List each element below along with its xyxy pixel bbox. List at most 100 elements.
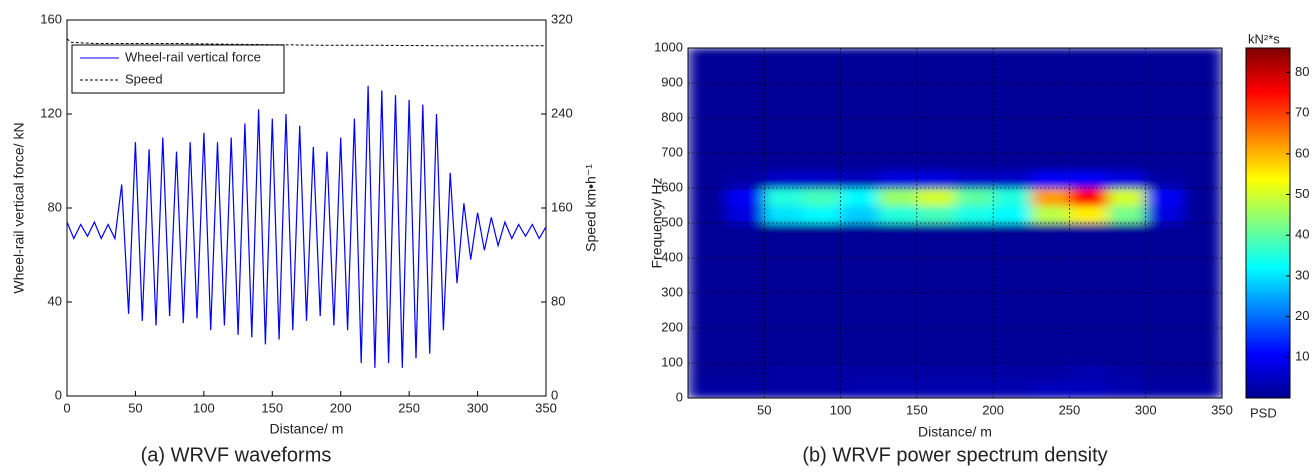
heatmap-cell <box>1183 170 1222 189</box>
x-tick-label: 250 <box>398 400 420 415</box>
heatmap-cell <box>955 188 994 206</box>
heatmap-cell <box>1031 205 1070 224</box>
heatmap-cell <box>1031 48 1070 66</box>
heatmap-cell <box>916 170 956 189</box>
heatmap-cell <box>726 205 765 224</box>
heatmap-cell <box>802 258 842 276</box>
heatmap-cell <box>1069 240 1109 259</box>
heatmap-cell <box>840 293 880 311</box>
heatmap-cell <box>764 275 803 294</box>
y2-tick-label: 320 <box>551 11 573 26</box>
heatmap-cell <box>802 293 842 311</box>
heatmap-cell <box>1031 170 1070 189</box>
heatmap-cell <box>1183 135 1222 154</box>
heatmap-cell <box>726 275 765 294</box>
heatmap-cell <box>802 380 842 398</box>
colorbar-tick-label: 10 <box>1295 349 1309 364</box>
heatmap-cell <box>764 135 803 154</box>
heatmap-cell <box>1107 293 1147 311</box>
heatmap-cell <box>1145 345 1185 364</box>
heatmap-cell <box>993 328 1032 346</box>
heatmap-cell <box>878 205 918 224</box>
heatmap-cell <box>955 328 994 346</box>
heatmap-cell <box>802 240 842 259</box>
heatmap-cell <box>878 275 918 294</box>
heatmap-cell <box>1183 363 1222 381</box>
colorbar-tick-label: 60 <box>1295 145 1309 160</box>
heatmap-cell <box>993 100 1032 119</box>
heatmap-cell <box>993 83 1032 101</box>
heatmap-cell <box>840 100 880 119</box>
heatmap-cell <box>840 223 880 241</box>
heatmap-cell <box>878 188 918 206</box>
colorbar-tick-label: 80 <box>1295 64 1309 79</box>
heatmap-cell <box>726 380 765 398</box>
heatmap-cell <box>878 328 918 346</box>
heatmap-cell <box>764 65 803 84</box>
heatmap-cell <box>1031 310 1070 329</box>
heatmap-cell <box>878 118 918 136</box>
heatmap-cell <box>878 345 918 364</box>
heatmap-cell <box>916 65 956 84</box>
heatmap-cell <box>1107 118 1147 136</box>
heatmap-cell <box>1031 380 1070 398</box>
heatmap-cell <box>840 205 880 224</box>
heatmap-cell <box>993 275 1032 294</box>
heatmap-cell <box>1031 118 1070 136</box>
heatmap-cell <box>916 293 956 311</box>
heatmap-cell <box>1107 205 1147 224</box>
heatmap-cell <box>1183 223 1222 241</box>
heatmap-cell <box>993 223 1032 241</box>
heatmap-cell <box>1107 363 1147 381</box>
heatmap-cell <box>764 258 803 276</box>
x-tick-label: 50 <box>757 402 771 417</box>
heatmap-cell <box>1145 293 1185 311</box>
heatmap-cell <box>1069 310 1109 329</box>
heatmap-cell <box>993 65 1032 84</box>
heatmap-cell <box>1069 65 1109 84</box>
heatmap-cell <box>916 345 956 364</box>
heatmap-cell <box>993 48 1032 66</box>
heatmap-cell <box>955 240 994 259</box>
heatmap-cell <box>1107 345 1147 364</box>
heatmap-cell <box>993 258 1032 276</box>
heatmap-cell <box>688 310 727 329</box>
heatmap-cell <box>688 153 727 171</box>
colorbar-title: kN²*s <box>1248 31 1280 46</box>
y-tick-label: 200 <box>661 319 683 334</box>
heatmap-cell <box>726 48 765 66</box>
heatmap <box>688 48 1222 398</box>
x-tick-label: 350 <box>1211 402 1233 417</box>
x-tick-label: 300 <box>467 400 489 415</box>
heatmap-cell <box>1183 153 1222 171</box>
heatmap-cell <box>1107 188 1147 206</box>
heatmap-cell <box>916 258 956 276</box>
y-tick-label: 0 <box>55 387 62 402</box>
y-tick-label: 0 <box>676 389 683 404</box>
heatmap-cell <box>802 100 842 119</box>
heatmap-cell <box>688 65 727 84</box>
heatmap-cell <box>688 48 727 66</box>
heatmap-cell <box>993 205 1032 224</box>
heatmap-cell <box>878 258 918 276</box>
heatmap-cell <box>688 100 727 119</box>
heatmap-cell <box>916 135 956 154</box>
heatmap-cell <box>726 118 765 136</box>
heatmap-cell <box>1183 205 1222 224</box>
heatmap-cell <box>764 223 803 241</box>
heatmap-cell <box>802 345 842 364</box>
y2-tick-label: 240 <box>551 105 573 120</box>
heatmap-cell <box>916 100 956 119</box>
heatmap-cell <box>840 153 880 171</box>
legend-label: Wheel-rail vertical force <box>125 49 261 64</box>
y2-tick-label: 0 <box>551 387 558 402</box>
heatmap-cell <box>878 65 918 84</box>
x-tick-label: 50 <box>128 400 142 415</box>
heatmap-cell <box>1069 293 1109 311</box>
heatmap-cell <box>1145 363 1185 381</box>
heatmap-cell <box>764 153 803 171</box>
heatmap-cell <box>840 328 880 346</box>
heatmap-cell <box>688 240 727 259</box>
heatmap-cell <box>764 118 803 136</box>
heatmap-cell <box>955 135 994 154</box>
